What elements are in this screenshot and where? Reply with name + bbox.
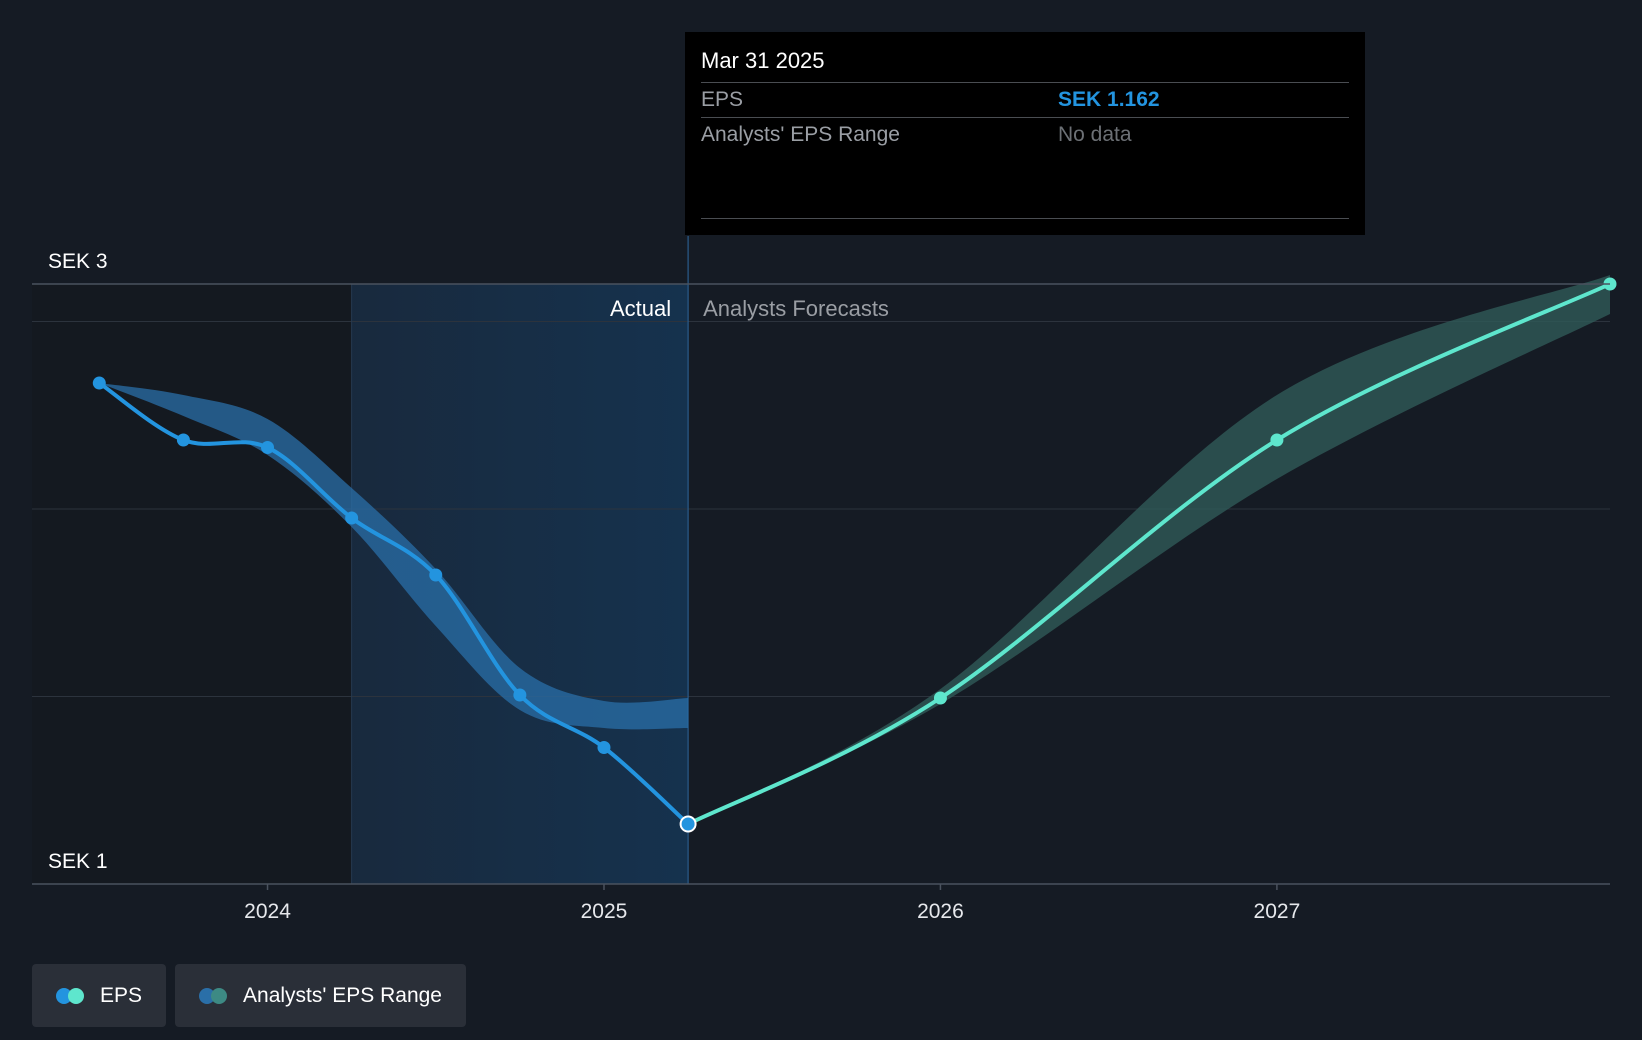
y-tick-label: SEK 1 — [48, 850, 108, 873]
tooltip-range-value: No data — [1058, 123, 1132, 146]
legend: EPS Analysts' EPS Range — [32, 964, 466, 1027]
past-background — [32, 284, 352, 884]
eps-point-actual — [261, 441, 275, 454]
eps-point-actual — [345, 511, 359, 525]
eps-range-legend-icon — [199, 987, 229, 1004]
x-tick-label: 2026 — [917, 900, 964, 923]
eps-legend-icon — [56, 987, 86, 1004]
eps-range-bands — [99, 275, 1610, 824]
eps-lines — [97, 282, 1612, 826]
region-label-forecast: Analysts Forecasts — [703, 296, 889, 321]
tooltip-row-eps: EPS SEK 1.162 — [701, 83, 1349, 118]
legend-item-eps-range[interactable]: Analysts' EPS Range — [175, 964, 466, 1027]
tooltip-row-range: Analysts' EPS Range No data — [701, 118, 1349, 152]
chart-labels: 2024 2025 2026 2027 SEK 3 SEK 1 Actual Analysts… — [48, 250, 1300, 923]
tooltip-eps-label: EPS — [701, 88, 744, 111]
axes — [32, 283, 1610, 890]
eps-line-forecast — [686, 282, 1612, 826]
legend-item-eps[interactable]: EPS — [32, 964, 167, 1027]
legend-dot-forecast — [68, 987, 84, 1004]
x-tick-label: 2025 — [581, 900, 628, 923]
eps-point-actual — [513, 688, 527, 702]
eps-range-band-forecast — [688, 275, 1610, 824]
legend-label-eps: EPS — [100, 983, 143, 1007]
eps-point-actual — [429, 568, 443, 582]
eps-range-band-actual — [99, 383, 689, 730]
eps-line-actual — [97, 381, 691, 826]
eps-points — [92, 277, 1617, 833]
tooltip-divider — [701, 218, 1349, 219]
legend-dot-forecast — [211, 987, 228, 1004]
region-label-actual: Actual — [610, 296, 671, 321]
gridlines — [32, 236, 1610, 884]
eps-point-highlighted — [679, 815, 697, 833]
legend-label-eps-range: Analysts' EPS Range — [243, 983, 442, 1007]
eps-point-forecast — [1270, 433, 1284, 447]
eps-point-actual — [597, 741, 611, 754]
eps-point-actual — [176, 433, 190, 447]
tooltip-range-label: Analysts' EPS Range — [701, 123, 900, 146]
hover-tooltip: Mar 31 2025 EPS SEK 1.162 Analysts' EPS … — [685, 32, 1365, 235]
eps-point-actual — [92, 376, 106, 390]
tooltip-eps-value: SEK 1.162 — [1058, 88, 1160, 111]
eps-point-forecast — [933, 691, 947, 705]
x-tick-label: 2027 — [1254, 900, 1301, 923]
tooltip-date: Mar 31 2025 — [701, 32, 1349, 83]
y-tick-label: SEK 3 — [48, 250, 108, 273]
x-tick-label: 2024 — [244, 900, 291, 923]
